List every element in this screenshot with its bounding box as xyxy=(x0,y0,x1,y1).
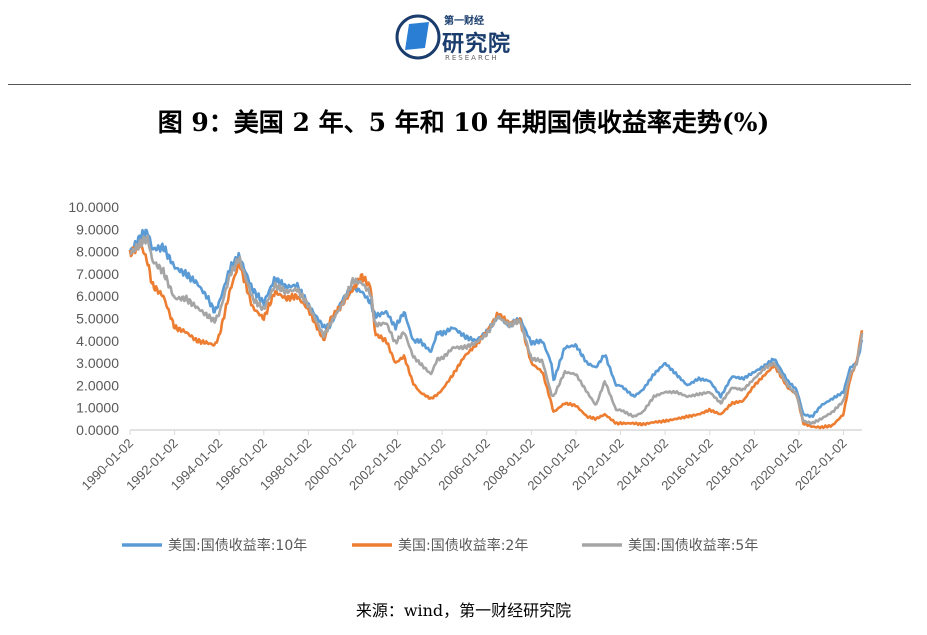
series-5y-line xyxy=(129,234,864,426)
logo-main-text: 研究院 xyxy=(442,32,512,57)
y-tick-label: 9.0000 xyxy=(76,221,119,237)
figure-title: 图 9：美国 2 年、5 年和 10 年期国债收益率走势(%) xyxy=(157,108,770,137)
logo-emblem-icon xyxy=(395,14,441,60)
y-tick-label: 0.0000 xyxy=(76,422,119,438)
x-axis-ticks: 1990-01-021992-01-021994-01-021996-01-02… xyxy=(78,436,849,494)
y-tick-label: 4.0000 xyxy=(76,333,119,349)
legend-2y: 美国:国债收益率:2年 xyxy=(352,537,528,554)
series-lines xyxy=(128,228,864,430)
y-tick-label: 6.0000 xyxy=(76,288,119,304)
header-divider xyxy=(8,84,911,85)
y-axis-ticks: 0.0000 1.0000 2.0000 3.0000 4.0000 5.0000 6.00… xyxy=(68,199,119,438)
series-2y-line xyxy=(128,243,864,430)
y-tick-label: 1.0000 xyxy=(76,400,119,416)
legend-label: 美国:国债收益率:2年 xyxy=(398,537,528,554)
logo-small-text: 第一财经 xyxy=(444,16,484,27)
y-tick-label: 7.0000 xyxy=(76,266,119,282)
legend-label: 美国:国债收益率:10年 xyxy=(168,537,307,554)
y-tick-label: 5.0000 xyxy=(76,311,119,327)
source-note: 来源：wind，第一财经研究院 xyxy=(355,601,572,620)
legend-10y: 美国:国债收益率:10年 xyxy=(122,537,307,554)
x-axis-tickmarks xyxy=(129,430,845,435)
research-institute-logo: 第一财经 研究院 RESEARCH xyxy=(395,6,535,70)
logo-sub-text: RESEARCH xyxy=(445,54,499,62)
y-tick-label: 3.0000 xyxy=(76,355,119,371)
y-tick-label: 8.0000 xyxy=(76,244,119,260)
legend-label: 美国:国债收益率:5年 xyxy=(628,537,758,554)
legend-5y: 美国:国债收益率:5年 xyxy=(582,537,758,554)
chart-legend: 美国:国债收益率:10年 美国:国债收益率:2年 美国:国债收益率:5年 xyxy=(122,537,758,554)
y-tick-label: 10.0000 xyxy=(68,199,119,215)
y-tick-label: 2.0000 xyxy=(76,377,119,393)
